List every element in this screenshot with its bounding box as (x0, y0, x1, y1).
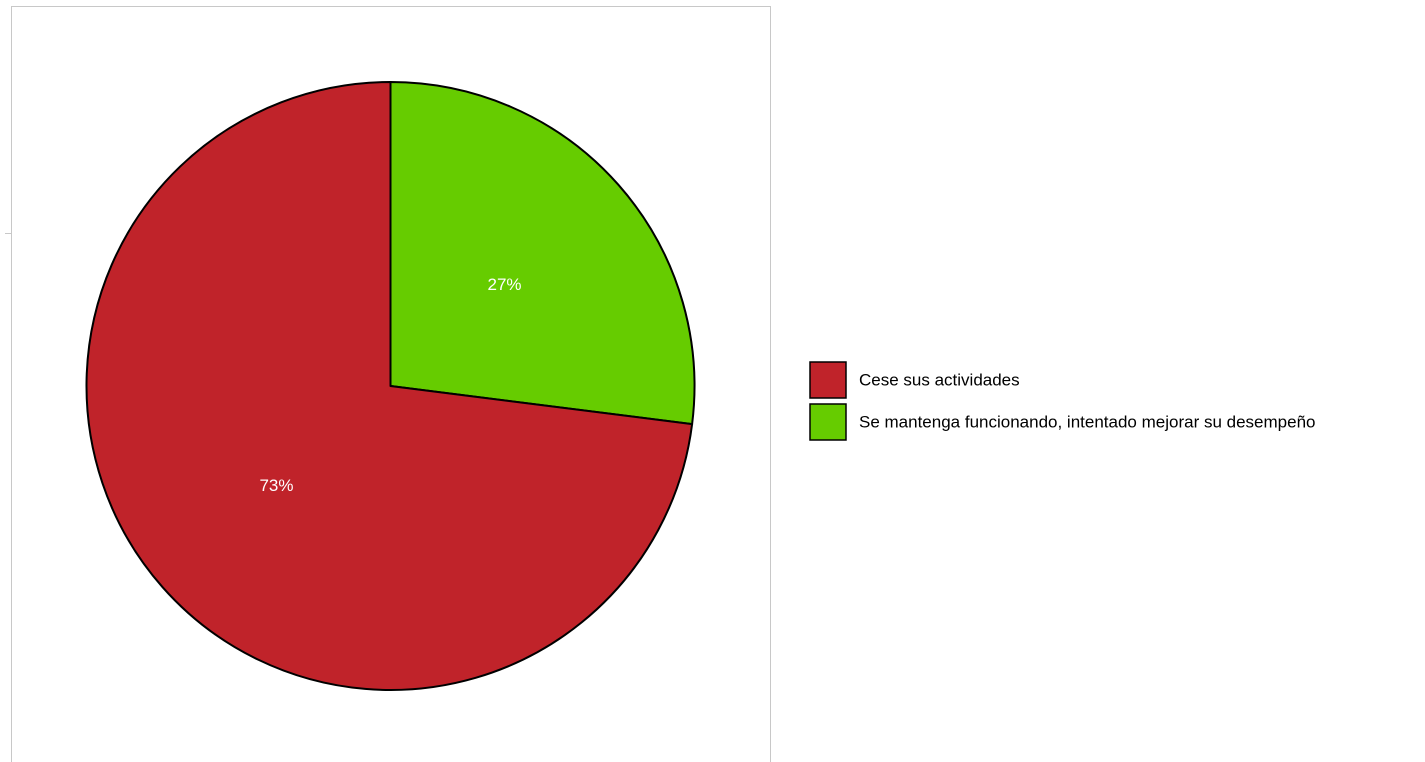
slice-labels: 27% 73% (259, 275, 521, 495)
slice-percent-label: 27% (488, 275, 522, 294)
pie-slice (85, 81, 694, 691)
legend-label: Se mantenga funcionando, intentado mejor… (859, 412, 1315, 431)
legend-swatch (809, 361, 847, 399)
pie-slices (85, 81, 696, 691)
legend-label: Cese sus actividades (859, 370, 1020, 389)
legend: Cese sus actividades Se mantenga funciona… (809, 361, 1315, 441)
slice-percent-label: 73% (259, 476, 293, 495)
pie-slice (389, 81, 696, 426)
legend-swatch (809, 403, 847, 441)
